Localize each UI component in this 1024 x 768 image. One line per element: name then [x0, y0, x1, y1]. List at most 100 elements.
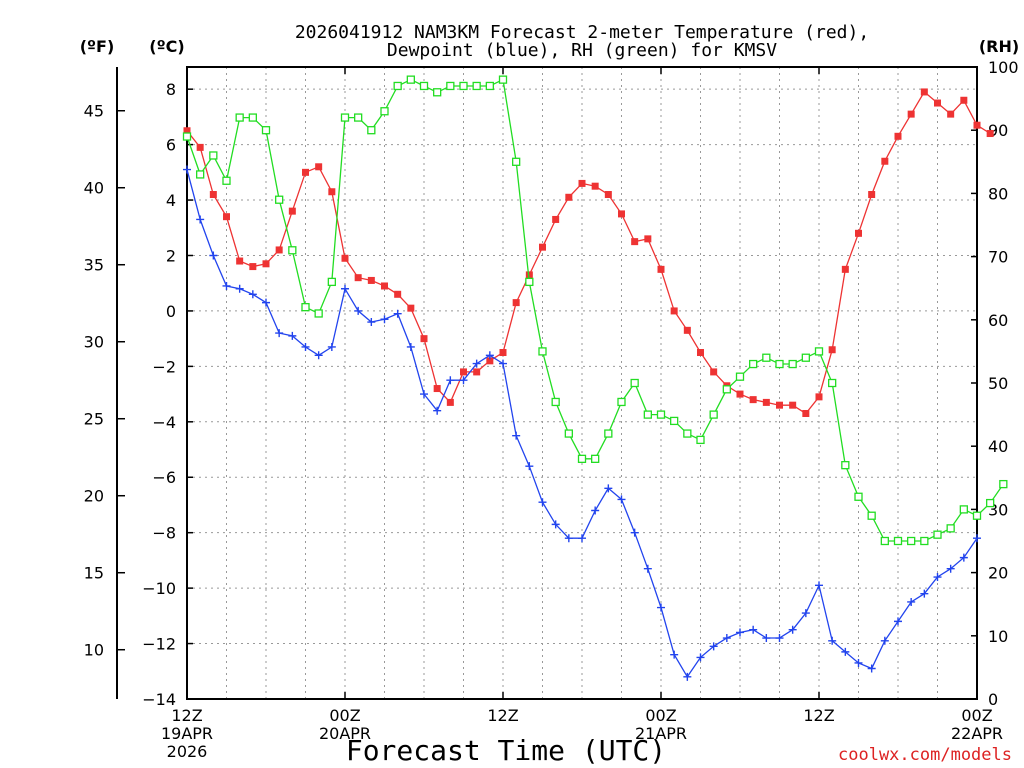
data-point [182, 132, 192, 141]
data-point [551, 397, 560, 407]
data-point [433, 406, 442, 415]
data-point [236, 257, 244, 265]
data-point [670, 307, 678, 315]
data-point [578, 534, 586, 543]
data-point [209, 191, 217, 199]
rh-tick-label: 80 [988, 184, 1008, 203]
data-point [419, 81, 429, 91]
data-point [262, 298, 270, 307]
data-point [249, 263, 257, 271]
data-point [564, 534, 573, 543]
data-point [327, 277, 336, 287]
data-point [354, 306, 363, 315]
credit-text: coolwx.com/models [838, 745, 1012, 765]
data-point [696, 653, 705, 662]
data-point [604, 484, 613, 493]
x-tick-label: 2026 [167, 742, 208, 761]
data-point [314, 351, 323, 360]
data-point [828, 346, 836, 354]
data-point [275, 195, 284, 204]
data-point [275, 329, 284, 338]
data-point [340, 113, 350, 122]
series-line [186, 90, 991, 415]
x-tick-label: 00Z [645, 706, 676, 725]
data-point [933, 573, 942, 582]
data-point [709, 410, 718, 419]
data-point [722, 634, 731, 643]
data-point [643, 564, 652, 573]
data-point [420, 390, 428, 399]
data-point [618, 210, 625, 218]
data-point [591, 506, 600, 515]
data-point [354, 274, 362, 282]
series-dewpoint [183, 165, 981, 681]
data-point [209, 151, 218, 160]
data-point [380, 107, 389, 116]
data-point [986, 130, 994, 138]
data-point [855, 229, 862, 237]
data-point [670, 416, 679, 426]
data-point [578, 179, 586, 187]
data-point [288, 331, 297, 340]
data-point [367, 126, 376, 135]
data-point [697, 349, 704, 357]
data-point [261, 126, 271, 135]
data-point [301, 303, 310, 312]
data-point [406, 342, 415, 351]
data-point [525, 277, 534, 287]
x-tick-label: 00Z [329, 706, 360, 725]
data-point [512, 299, 520, 307]
data-point [815, 581, 823, 590]
data-point [828, 636, 837, 645]
data-point [867, 511, 876, 520]
series-line [186, 169, 978, 679]
data-point [459, 376, 468, 385]
data-point [920, 88, 928, 96]
data-point [789, 401, 797, 409]
rh-tick-label: 0 [988, 690, 998, 709]
data-point [880, 636, 889, 645]
data-point [986, 498, 995, 508]
f-tick-label: 25 [84, 410, 104, 429]
data-point [722, 385, 731, 394]
data-point [315, 163, 323, 171]
c-tick-label: 0 [166, 302, 176, 321]
data-point [657, 265, 665, 273]
data-point [710, 368, 718, 376]
rh-tick-label: 100 [988, 58, 1019, 77]
data-point [894, 132, 902, 140]
plot-frame [186, 66, 978, 700]
data-point [893, 536, 903, 546]
data-point [473, 368, 481, 376]
chart-title-line-1: 2026041912 NAM3KM Forecast 2-meter Tempe… [295, 22, 869, 43]
data-point [446, 376, 455, 385]
data-point [367, 318, 376, 327]
data-point [472, 81, 481, 91]
data-point [788, 625, 797, 634]
rh-tick-label: 50 [988, 374, 1008, 393]
c-tick-label: 6 [166, 136, 176, 155]
data-point [314, 309, 323, 318]
data-point [735, 372, 745, 381]
series-temperature [183, 88, 994, 417]
data-point [946, 564, 955, 573]
data-point [630, 378, 639, 388]
data-point [788, 359, 797, 369]
data-point [591, 182, 599, 190]
data-point [288, 246, 297, 255]
data-point [670, 650, 679, 659]
data-point [630, 528, 639, 537]
x-tick-label: 12Z [487, 706, 518, 725]
data-point [801, 353, 810, 362]
data-point [775, 359, 784, 369]
data-point [959, 505, 968, 514]
x-tick-label: 00Z [961, 706, 992, 725]
x-tick-label: 22APR [951, 724, 1003, 743]
f-tick-label: 40 [84, 179, 104, 198]
data-point [683, 429, 692, 438]
data-point [196, 215, 205, 224]
x-tick-label: 20APR [319, 724, 371, 743]
fahrenheit-axis-unit: (ºF) [80, 37, 115, 56]
f-tick-label: 15 [84, 564, 104, 583]
